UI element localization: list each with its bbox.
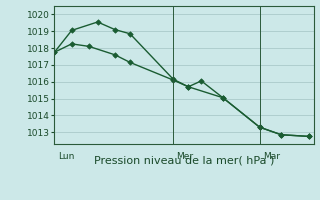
X-axis label: Pression niveau de la mer( hPa ): Pression niveau de la mer( hPa ) xyxy=(94,155,274,165)
Text: Lun: Lun xyxy=(58,152,74,161)
Text: Mer: Mer xyxy=(176,152,194,161)
Text: Mar: Mar xyxy=(263,152,280,161)
